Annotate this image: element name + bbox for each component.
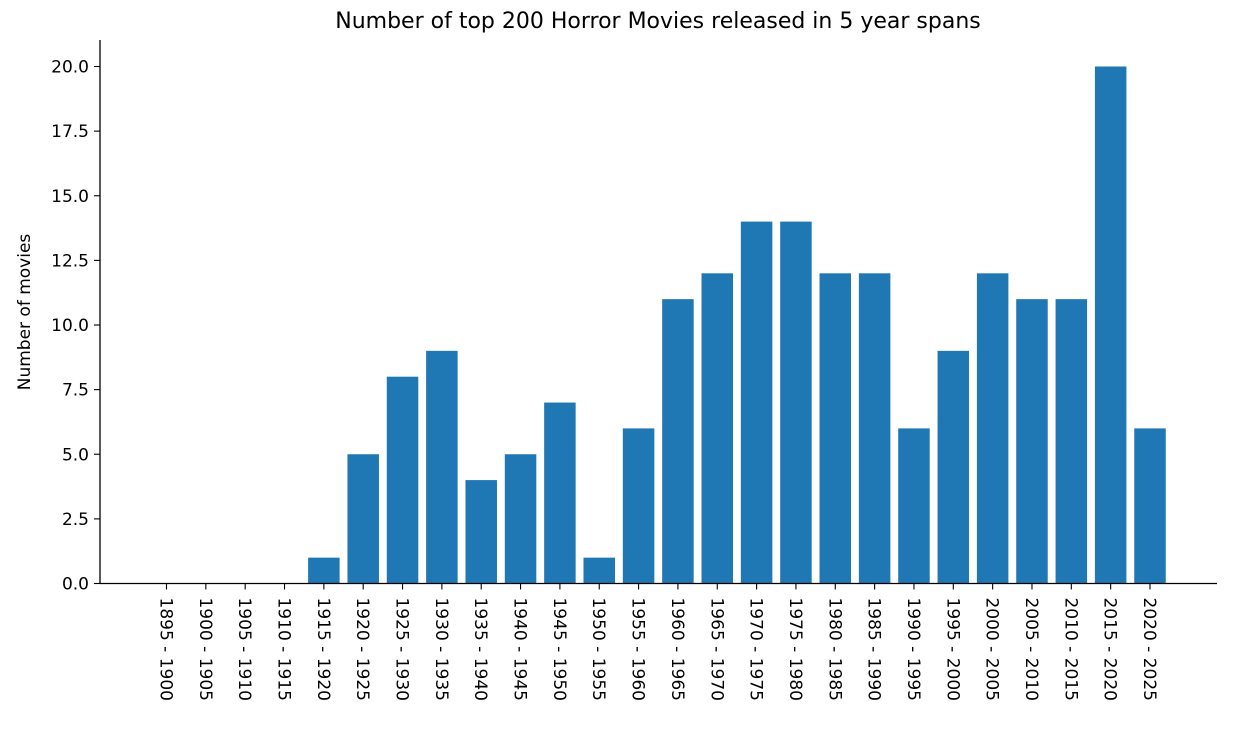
bar <box>544 402 576 584</box>
bar <box>504 454 537 584</box>
bar <box>780 221 812 584</box>
x-tick-label: 1935 - 1940 <box>470 598 490 701</box>
y-tick-label: 10.0 <box>51 316 89 336</box>
x-tick-label: 1905 - 1910 <box>234 598 254 701</box>
x-ticks-group: 1895 - 1900 1900 - 1905 1905 - 1910 1910 - … <box>156 583 1159 701</box>
x-tick-label: 2005 - 2010 <box>1021 598 1041 701</box>
chart-title: Number of top 200 Horror Movies released… <box>335 9 981 34</box>
x-tick-label: 1980 - 1985 <box>824 598 844 701</box>
y-tick-label: 2.5 <box>62 510 89 530</box>
x-tick-label: 2015 - 2020 <box>1100 598 1120 701</box>
x-tick-label: 1965 - 1970 <box>706 598 726 701</box>
bar <box>1134 428 1166 584</box>
bar <box>858 273 891 584</box>
y-tick-label: 7.5 <box>62 381 89 401</box>
bar <box>465 480 497 584</box>
bar <box>1094 66 1127 584</box>
bar <box>622 428 655 584</box>
x-tick-label: 1900 - 1905 <box>195 598 215 701</box>
x-tick-label: 1895 - 1900 <box>156 598 176 701</box>
x-tick-label: 1970 - 1975 <box>746 598 766 701</box>
y-ticks-group: 0.0 2.5 5.0 7.5 10.0 12.5 15.0 17.5 20.0 <box>51 58 100 595</box>
bar <box>662 299 694 584</box>
x-tick-label: 1950 - 1955 <box>588 598 608 701</box>
bar <box>308 557 340 584</box>
bar <box>583 557 615 584</box>
x-tick-label: 1930 - 1935 <box>431 598 451 701</box>
bar <box>1055 299 1088 584</box>
bar <box>701 273 734 584</box>
x-tick-label: 1940 - 1945 <box>510 598 530 701</box>
bar <box>819 273 852 584</box>
x-tick-label: 1910 - 1915 <box>274 598 294 701</box>
bar <box>740 221 773 584</box>
y-axis-label: Number of movies <box>15 234 35 391</box>
bars-group <box>308 66 1166 584</box>
bar <box>976 273 1009 584</box>
y-tick-label: 12.5 <box>51 251 89 271</box>
x-tick-label: 2020 - 2025 <box>1139 598 1159 701</box>
bar <box>898 428 930 584</box>
x-tick-label: 1945 - 1950 <box>549 598 569 701</box>
x-tick-label: 1990 - 1995 <box>903 598 923 701</box>
bar <box>347 454 379 584</box>
bar <box>386 376 419 584</box>
x-tick-label: 1960 - 1965 <box>667 598 687 701</box>
y-tick-label: 20.0 <box>51 58 89 78</box>
x-tick-label: 1975 - 1980 <box>785 598 805 701</box>
bar <box>426 350 458 584</box>
x-tick-label: 2010 - 2015 <box>1060 598 1080 701</box>
x-tick-label: 1985 - 1990 <box>864 598 884 701</box>
x-tick-label: 1915 - 1920 <box>313 598 333 701</box>
x-tick-label: 1995 - 2000 <box>942 598 962 701</box>
bar <box>1016 299 1048 584</box>
x-tick-label: 1955 - 1960 <box>628 598 648 701</box>
y-tick-label: 15.0 <box>51 187 89 207</box>
x-tick-label: 2000 - 2005 <box>982 598 1002 701</box>
y-tick-label: 5.0 <box>62 445 89 465</box>
bar <box>937 350 970 584</box>
x-tick-label: 1925 - 1930 <box>392 598 412 701</box>
x-tick-label: 1920 - 1925 <box>352 598 372 701</box>
y-tick-label: 0.0 <box>62 575 89 595</box>
y-tick-label: 17.5 <box>51 122 89 142</box>
